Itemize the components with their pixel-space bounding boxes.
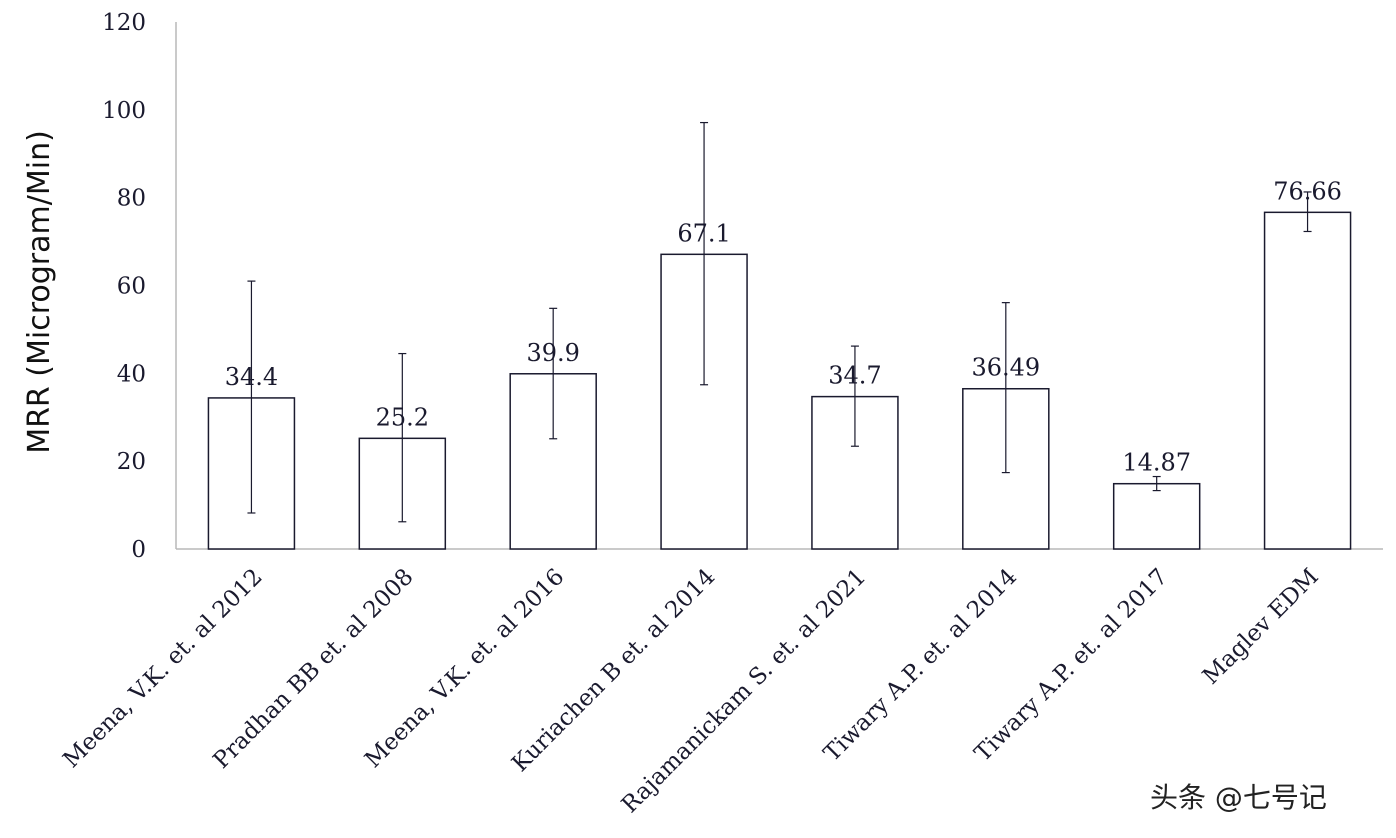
error-bars: [247, 121, 1312, 523]
data-label: 25.2: [376, 403, 429, 431]
data-label: 34.7: [828, 362, 881, 390]
y-tick-label: 40: [117, 361, 146, 387]
bar: [1263, 211, 1352, 550]
data-label: 67.1: [677, 219, 730, 247]
category-label: Rajamanickam S. et. al 2021: [617, 564, 871, 818]
data-labels: 34.4 25.2 39.9 67.1 34.7 36.49 14.87 76.66: [225, 177, 1342, 476]
y-tick-label: 0: [131, 537, 146, 563]
y-axis-label: MRR (Microgram/Min): [22, 130, 57, 454]
y-tick-label: 100: [102, 98, 146, 124]
y-tick-label: 120: [102, 10, 146, 36]
bar: [1112, 482, 1201, 550]
watermark-text: 头条 @七号记: [1150, 781, 1327, 814]
data-label: 36.49: [971, 354, 1040, 382]
y-tick-labels: 0 20 40 60 80 100 120: [102, 10, 146, 563]
y-tick-label: 60: [117, 274, 146, 300]
error-bar: [549, 307, 558, 440]
error-bar: [1152, 475, 1161, 492]
error-bar: [700, 121, 709, 386]
data-label: 34.4: [225, 363, 278, 391]
y-tick-label: 20: [117, 449, 146, 475]
error-bar: [1303, 191, 1312, 233]
error-bar: [247, 280, 256, 514]
data-label: 14.87: [1122, 449, 1191, 477]
bars: [207, 211, 1352, 550]
y-tick-label: 80: [117, 186, 146, 212]
error-bar: [1001, 302, 1010, 474]
error-bar: [850, 345, 859, 447]
data-label: 76.66: [1273, 177, 1342, 205]
error-bar: [398, 352, 407, 523]
data-label: 39.9: [526, 339, 579, 367]
category-label: Maglev EDM: [1198, 564, 1324, 690]
